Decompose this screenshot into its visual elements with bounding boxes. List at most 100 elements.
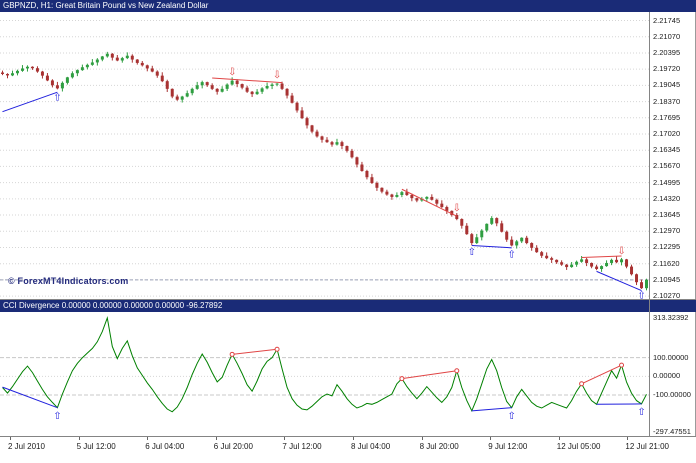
divergence-line-bearish[interactable] — [401, 370, 457, 380]
candle-body — [440, 203, 444, 208]
candle-body — [85, 64, 89, 68]
time-axis[interactable]: 2 Jul 2010 5 Jul 12:00 6 Jul 04:00 6 Jul 20… — [0, 437, 696, 463]
candle-body — [305, 118, 309, 126]
candle-body — [535, 247, 539, 253]
up-arrow-icon[interactable]: ⇧ — [508, 250, 516, 261]
price-axis[interactable]: 2.21745 2.21070 2.20395 2.19720 2.19045 2.183… — [651, 12, 696, 300]
divergence-marker[interactable] — [619, 362, 625, 368]
cci-chart-canvas[interactable]: ⇧ ⇧ ⇧ — [0, 312, 649, 436]
candle-body — [110, 53, 114, 58]
price-axis-label: 2.13645 — [653, 210, 681, 220]
divergence-marker[interactable] — [579, 381, 585, 387]
candle-body — [55, 85, 59, 89]
divergence-line-bearish[interactable] — [401, 188, 458, 217]
candle-body — [25, 66, 29, 69]
candle-body — [245, 87, 249, 92]
cci-indicator-line[interactable] — [2, 315, 647, 413]
candle-body — [15, 70, 19, 74]
candle-body — [45, 75, 49, 81]
down-arrow-icon[interactable]: ⇩ — [228, 67, 236, 78]
divergence-line-bearish[interactable] — [581, 255, 622, 258]
candle-body — [450, 210, 454, 215]
cci-chart-area[interactable]: ⇧ ⇧ ⇧ — [0, 312, 649, 436]
time-axis-label: 9 Jul 12:00 — [488, 442, 528, 451]
candle-body — [615, 259, 619, 263]
time-axis-tick — [78, 437, 80, 440]
candle-body — [120, 58, 124, 61]
up-arrow-icon[interactable]: ⇧ — [53, 411, 61, 422]
candle-body — [630, 266, 634, 275]
candle-body — [115, 57, 119, 61]
candle-body — [60, 82, 64, 89]
candle-body — [240, 84, 244, 88]
panel-separator[interactable] — [0, 299, 696, 300]
candle-body — [125, 55, 129, 59]
candle-body — [540, 252, 544, 256]
candle-body — [230, 80, 234, 85]
divergence-marker[interactable] — [274, 346, 280, 352]
up-arrow-icon[interactable]: ⇧ — [637, 290, 645, 301]
candle-body — [180, 96, 184, 100]
price-axis-label: 2.14995 — [653, 177, 681, 187]
down-arrow-icon[interactable]: ⇩ — [617, 246, 625, 257]
candle-body — [555, 259, 559, 263]
up-arrow-icon[interactable]: ⇧ — [468, 247, 476, 258]
candle-body — [605, 262, 609, 267]
divergence-line-bearish[interactable] — [212, 77, 283, 84]
price-axis-label: 2.19720 — [653, 64, 681, 74]
time-axis-label: 12 Jul 05:00 — [556, 442, 601, 451]
symbol-info-text: GBPNZD, H1: Great Britain Pound vs New Z… — [3, 1, 209, 10]
price-chart-area[interactable]: ⇧ ⇩ ⇩ ⇩ ⇧ ⇧ ⇩ ⇧ — [0, 12, 649, 301]
candle-body — [70, 73, 74, 78]
candle-body — [205, 82, 209, 86]
candle-body — [335, 142, 339, 145]
divergence-marker[interactable] — [454, 368, 460, 374]
divergence-line-bullish[interactable] — [471, 407, 512, 412]
up-arrow-icon[interactable]: ⇧ — [637, 407, 645, 418]
candle-body — [300, 110, 304, 119]
up-arrow-icon[interactable]: ⇧ — [53, 92, 61, 103]
divergence-line-bullish[interactable] — [471, 244, 512, 249]
candle-body — [645, 279, 649, 289]
divergence-line-bearish[interactable] — [232, 348, 278, 355]
price-axis-label: 2.21745 — [653, 15, 681, 25]
time-axis-label: 2 Jul 2010 — [8, 442, 45, 451]
candle-body — [435, 199, 439, 204]
candle-body — [510, 239, 514, 246]
candle-body — [35, 68, 39, 72]
price-axis-label: 2.12970 — [653, 226, 681, 236]
candle-body — [505, 231, 509, 240]
cci-axis[interactable]: 313.32392 100.00000 0.00000 -100.00000 -297.… — [651, 312, 696, 436]
divergence-marker[interactable] — [399, 376, 405, 382]
down-arrow-icon[interactable]: ⇩ — [453, 203, 461, 214]
candle-body — [495, 218, 499, 224]
indicator-info-text: CCI Divergence 0.00000 0.00000 0.00000 0… — [3, 301, 223, 310]
time-axis-tick — [353, 437, 354, 440]
price-chart-canvas[interactable]: ⇧ ⇩ ⇩ ⇩ ⇧ ⇧ ⇩ ⇧ — [0, 12, 649, 301]
candle-body — [530, 243, 534, 248]
candle-body — [320, 136, 324, 140]
candle-body — [490, 218, 494, 224]
cci-axis-label: -297.47551 — [653, 426, 691, 436]
candle-body — [380, 187, 384, 192]
candle-body — [515, 241, 519, 246]
down-arrow-icon[interactable]: ⇩ — [273, 70, 281, 81]
candle-body — [355, 157, 359, 165]
time-axis-tick — [490, 437, 492, 440]
time-axis-tick — [627, 437, 629, 440]
candle-body — [460, 219, 464, 226]
divergence-line-bearish[interactable] — [581, 364, 622, 385]
candle-body — [285, 88, 289, 96]
divergence-marker[interactable] — [229, 351, 235, 357]
divergence-line-bullish[interactable] — [2, 91, 58, 113]
candle-body — [610, 259, 614, 263]
candle-body — [90, 62, 94, 65]
candle-body — [190, 88, 194, 94]
price-axis-label: 2.14320 — [653, 193, 681, 203]
divergence-line-bullish[interactable] — [2, 386, 58, 409]
divergence-line-bullish[interactable] — [596, 270, 642, 292]
up-arrow-icon[interactable]: ⇧ — [508, 411, 516, 422]
candle-body — [170, 88, 174, 97]
candle-body — [455, 214, 459, 220]
candle-body — [635, 274, 639, 283]
